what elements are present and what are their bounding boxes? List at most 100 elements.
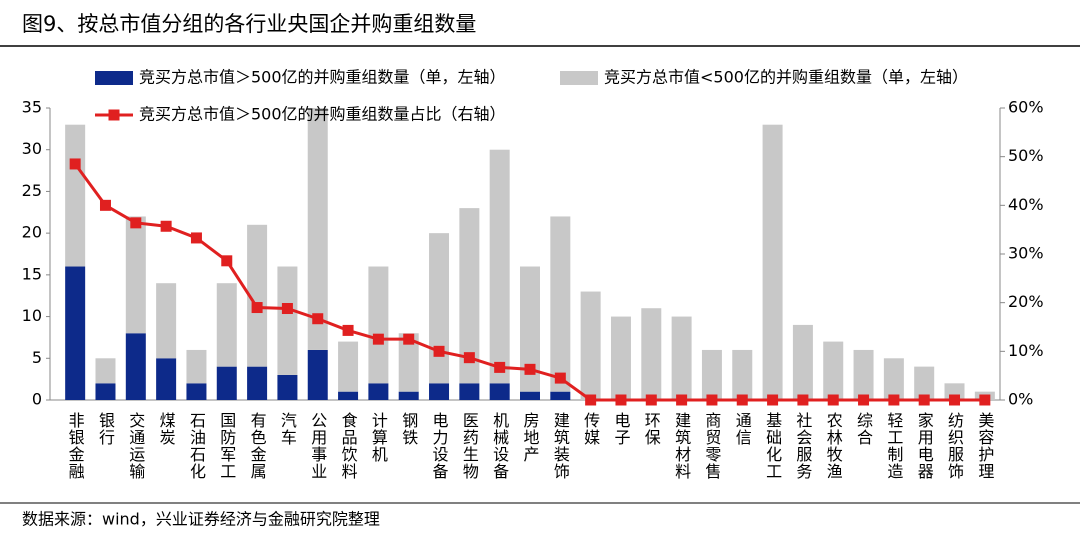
bar <box>580 291 601 400</box>
marker <box>190 232 202 244</box>
x-tick-label: 基础化工 <box>763 412 782 480</box>
y2-tick-label: 40% <box>1008 195 1044 214</box>
bar <box>65 266 86 400</box>
x-tick-label: 纺织服饰 <box>945 412 964 480</box>
y-tick-label: 35 <box>22 98 42 117</box>
x-tick-label: 轻工制造 <box>884 412 903 480</box>
bar <box>823 341 844 400</box>
marker <box>342 324 354 336</box>
x-tick-label: 环保 <box>642 412 661 446</box>
marker <box>524 363 536 375</box>
bar <box>701 349 722 400</box>
y2-tick-label: 0% <box>1008 390 1033 409</box>
bar <box>398 333 419 392</box>
legend-label: 竞买方总市值＞500亿的并购重组数量（单，左轴） <box>139 68 506 87</box>
x-tick-label: 房地产 <box>521 412 540 463</box>
bar <box>216 283 237 367</box>
y-tick-label: 5 <box>32 348 42 367</box>
x-tick-label: 医药生物 <box>460 412 479 480</box>
bar <box>550 391 571 400</box>
x-tick-label: 公用事业 <box>308 412 327 480</box>
marker <box>281 303 293 315</box>
legend-swatch <box>560 71 598 85</box>
bar <box>277 374 298 400</box>
x-tick-label: 国防军工 <box>217 412 236 480</box>
x-tick-label: 汽车 <box>278 412 297 446</box>
legend-swatch <box>95 71 133 85</box>
source: 数据来源：wind，兴业证券经济与金融研究院整理 <box>22 510 380 529</box>
y2-tick-label: 20% <box>1008 292 1044 311</box>
bar <box>277 266 298 375</box>
bar <box>732 349 753 400</box>
bar <box>489 149 510 384</box>
chart-title: 图9、按总市值分组的各行业央国企并购重组数量 <box>22 12 476 36</box>
bar <box>65 124 86 267</box>
x-tick-label: 美容护理 <box>975 412 994 480</box>
bar <box>914 366 935 400</box>
bar <box>853 349 874 400</box>
x-tick-label: 建筑材料 <box>672 412 691 480</box>
bar <box>459 383 480 400</box>
marker <box>827 394 839 406</box>
bar <box>883 358 904 400</box>
x-tick-label: 商贸零售 <box>702 412 721 480</box>
x-tick-label: 电子 <box>611 412 630 446</box>
marker <box>312 313 324 325</box>
marker <box>403 333 415 345</box>
marker <box>372 333 384 345</box>
x-tick-label: 有色金属 <box>248 412 267 480</box>
x-tick-label: 钢铁 <box>399 412 418 446</box>
x-tick-label: 社会服务 <box>793 412 812 480</box>
bar <box>762 124 783 400</box>
bar <box>125 333 146 400</box>
y-tick-label: 0 <box>32 390 42 409</box>
marker <box>494 361 506 373</box>
x-tick-label: 食品饮料 <box>339 412 358 480</box>
bar <box>520 391 540 400</box>
bar <box>307 349 328 400</box>
marker <box>130 217 142 229</box>
bar <box>489 383 510 400</box>
bar <box>95 358 116 384</box>
x-tick-label: 石油石化 <box>187 412 206 480</box>
bar <box>186 383 207 400</box>
marker <box>433 345 445 357</box>
bar <box>338 391 359 400</box>
marker <box>645 394 657 406</box>
bar <box>247 224 268 367</box>
bar <box>186 349 207 384</box>
bar <box>429 383 450 400</box>
marker <box>69 158 81 170</box>
bar <box>156 283 177 359</box>
marker <box>221 255 233 267</box>
bar <box>459 208 480 384</box>
bar <box>307 108 328 350</box>
x-tick-label: 电力设备 <box>430 412 449 480</box>
y-tick-label: 10 <box>22 306 42 325</box>
x-tick-label: 计算机 <box>369 412 388 463</box>
y2-tick-label: 60% <box>1008 98 1044 117</box>
marker <box>160 220 172 232</box>
x-tick-label: 机械设备 <box>490 412 509 480</box>
x-tick-label: 银行 <box>96 412 115 446</box>
x-tick-label: 综合 <box>854 412 873 446</box>
marker <box>736 394 748 406</box>
x-tick-label: 交通运输 <box>126 412 145 480</box>
bar <box>550 216 571 392</box>
marker <box>585 394 597 406</box>
bar <box>610 316 631 400</box>
bar <box>216 366 237 400</box>
x-tick-label: 通信 <box>733 412 752 446</box>
y-tick-label: 15 <box>22 264 42 283</box>
marker <box>858 394 870 406</box>
bar <box>671 316 692 400</box>
bars <box>65 108 995 400</box>
legend-marker <box>108 109 120 121</box>
bar <box>368 266 389 384</box>
bar <box>368 383 389 400</box>
legend-label: 竞买方总市值＞500亿的并购重组数量占比（右轴） <box>139 105 506 124</box>
x-tick-label: 非银金融 <box>66 412 85 480</box>
legend-label: 竞买方总市值<500亿的并购重组数量（单，左轴） <box>604 68 968 87</box>
x-tick-label: 农林牧渔 <box>824 412 843 480</box>
bar <box>156 358 177 400</box>
